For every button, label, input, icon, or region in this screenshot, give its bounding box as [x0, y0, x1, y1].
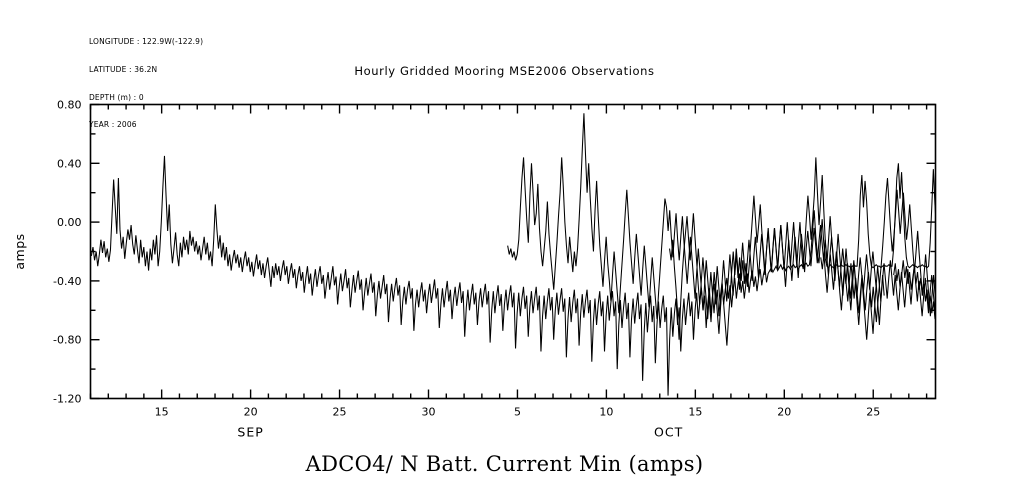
metadata-latitude: LATITUDE : 36.2N: [89, 65, 158, 75]
x-axis-tick-label: 15: [155, 406, 169, 419]
chart-title: Hourly Gridded Mooring MSE2006 Observati…: [354, 64, 655, 78]
y-axis-tick-label: -0.80: [53, 334, 81, 347]
data-line-segment-5: [893, 260, 936, 320]
y-axis-tick-label: 0.00: [57, 216, 82, 229]
metadata-longitude: LONGITUDE : 122.9W(-122.9): [89, 37, 204, 47]
x-axis-tick-label: 20: [244, 406, 258, 419]
x-axis-tick-label: 25: [866, 406, 880, 419]
x-axis-month-label: OCT: [654, 425, 683, 440]
x-axis-tick-label: 15: [688, 406, 702, 419]
y-axis-tick-label: -1.20: [53, 393, 81, 406]
y-axis-tick-label: 0.80: [57, 99, 82, 112]
figure-caption: ADCO4/ N Batt. Current Min (amps): [305, 452, 704, 476]
x-axis-tick-label: 20: [777, 406, 791, 419]
data-line-segment-3: [669, 213, 936, 340]
y-axis-title: amps: [12, 233, 27, 269]
metadata-year: YEAR : 2006: [89, 120, 137, 130]
data-series-group: [90, 113, 936, 396]
y-axis-tick-label: -0.40: [53, 275, 81, 288]
data-line-segment-2: [507, 113, 885, 346]
data-line-segment-1: [90, 155, 936, 396]
y-axis-tick-label: 0.40: [57, 157, 82, 170]
x-axis-month-label: SEP: [237, 425, 263, 440]
metadata-depth: DEPTH (m) : 0: [89, 92, 144, 102]
data-line-segment-4: [820, 177, 936, 323]
x-axis-tick-label: 30: [422, 406, 436, 419]
x-axis-tick-label: 10: [599, 406, 613, 419]
x-axis-tick-label: 5: [514, 406, 521, 419]
metadata-block: LONGITUDE : 122.9W(-122.9) LATITUDE : 36…: [89, 19, 203, 148]
x-axis-tick-label: 25: [333, 406, 347, 419]
plot-frame: [89, 103, 937, 400]
